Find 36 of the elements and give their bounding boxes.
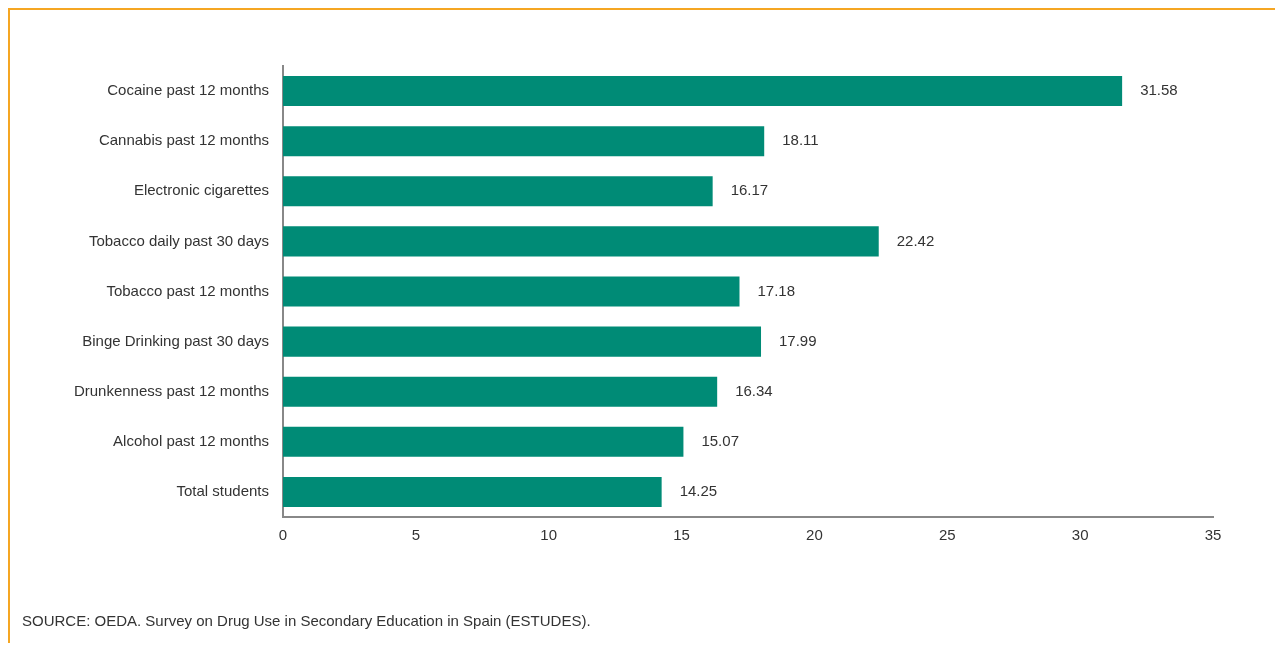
source-note: SOURCE: OEDA. Survey on Drug Use in Secondary Education in Spain (ESTUDES).: [22, 612, 591, 629]
bar: [283, 476, 662, 507]
bar: [283, 426, 684, 457]
y-tick-label: Tobacco daily past 30 days: [88, 231, 269, 249]
x-tick-label: 20: [806, 526, 823, 544]
y-tick-label: Tobacco past 12 months: [106, 281, 269, 299]
data-label: 18.11: [782, 131, 819, 149]
data-label: 16.34: [735, 381, 773, 399]
bar: [283, 376, 718, 407]
data-label: 17.99: [779, 331, 817, 349]
bar: [283, 326, 762, 357]
data-label: 16.17: [730, 181, 769, 199]
bar: [283, 176, 713, 207]
x-tick-label: 35: [1204, 526, 1222, 544]
x-tick-label: 0: [278, 526, 288, 544]
bar: [283, 276, 740, 307]
data-label: 17.18: [757, 281, 796, 299]
y-tick-label: Electronic cigarettes: [133, 181, 269, 199]
data-label: 15.07: [701, 431, 739, 449]
data-label: 14.25: [679, 482, 718, 500]
y-tick-label: Drunkenness past 12 months: [73, 381, 269, 399]
y-tick-label: Binge Drinking past 30 days: [82, 331, 269, 349]
data-label: 31.58: [1140, 81, 1178, 99]
bar: [283, 76, 1123, 107]
x-tick-label: 30: [1071, 526, 1089, 544]
x-tick-label: 25: [938, 526, 956, 544]
bar: [283, 226, 879, 257]
y-tick-label: Alcohol past 12 months: [113, 431, 269, 449]
x-tick-label: 10: [540, 526, 558, 544]
y-tick-label: Total students: [176, 482, 269, 500]
x-tick-label: 15: [673, 526, 690, 544]
bar: [283, 126, 765, 157]
y-tick-label: Cocaine past 12 months: [107, 81, 269, 99]
y-tick-label: Cannabis past 12 months: [98, 131, 269, 149]
x-tick-label: 5: [411, 526, 421, 544]
data-label: 22.42: [896, 231, 935, 249]
